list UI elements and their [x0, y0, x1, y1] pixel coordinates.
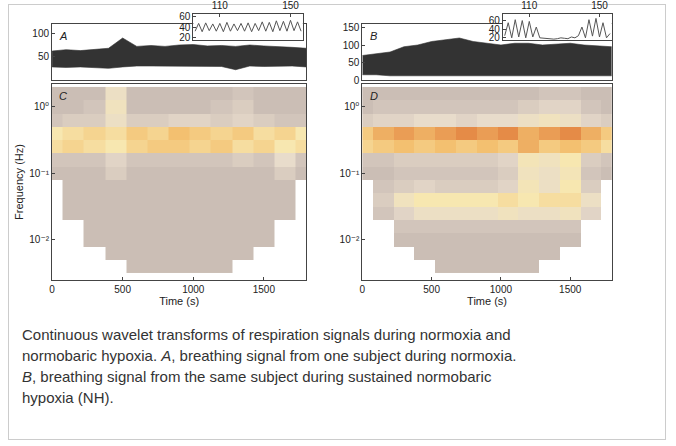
svg-text:60: 60 [489, 15, 501, 26]
svg-text:150: 150 [282, 0, 299, 11]
svg-text:1000: 1000 [490, 284, 513, 295]
svg-text:C: C [59, 90, 67, 102]
svg-text:20: 20 [489, 32, 501, 43]
svg-text:100: 100 [32, 28, 49, 39]
svg-text:B: B [370, 30, 377, 42]
html-text:Continuous wavelet transforms: Continuous wavelet transforms of respira… [22, 326, 517, 364]
svg-text:150: 150 [591, 0, 608, 11]
svg-text:0: 0 [354, 75, 360, 86]
svg-text:500: 500 [114, 284, 131, 295]
svg-text:10⁻²: 10⁻² [340, 234, 360, 245]
svg-text:10⁻¹: 10⁻¹ [29, 168, 49, 179]
svg-text:1000: 1000 [182, 284, 205, 295]
svg-text:500: 500 [423, 284, 440, 295]
svg-text:D: D [370, 90, 378, 102]
svg-text:0: 0 [49, 284, 55, 295]
svg-text:50: 50 [38, 51, 50, 62]
svg-text:110: 110 [212, 0, 228, 11]
html-text:B, breathing signal from the s: B, breathing signal from the same subjec… [22, 368, 492, 406]
svg-text:10⁻²: 10⁻² [29, 234, 49, 245]
svg-text:1500: 1500 [253, 284, 276, 295]
svg-text:40: 40 [489, 24, 501, 35]
svg-text:Frequency (Hz): Frequency (Hz) [13, 144, 25, 220]
svg-text:Time (s): Time (s) [159, 295, 199, 307]
svg-text:150: 150 [343, 22, 360, 33]
svg-text:100: 100 [343, 40, 360, 51]
svg-text:50: 50 [348, 57, 360, 68]
svg-text:20: 20 [179, 32, 191, 43]
svg-text:10⁰: 10⁰ [344, 101, 359, 112]
svg-text:0: 0 [360, 284, 366, 295]
svg-text:1500: 1500 [559, 284, 582, 295]
svg-text:Time (s): Time (s) [467, 295, 507, 307]
svg-text:40: 40 [179, 22, 191, 33]
svg-text:60: 60 [179, 11, 191, 22]
svg-text:110: 110 [521, 0, 537, 11]
svg-text:10⁰: 10⁰ [34, 101, 49, 112]
svg-text:10⁻¹: 10⁻¹ [340, 168, 360, 179]
svg-text:A: A [59, 30, 67, 42]
